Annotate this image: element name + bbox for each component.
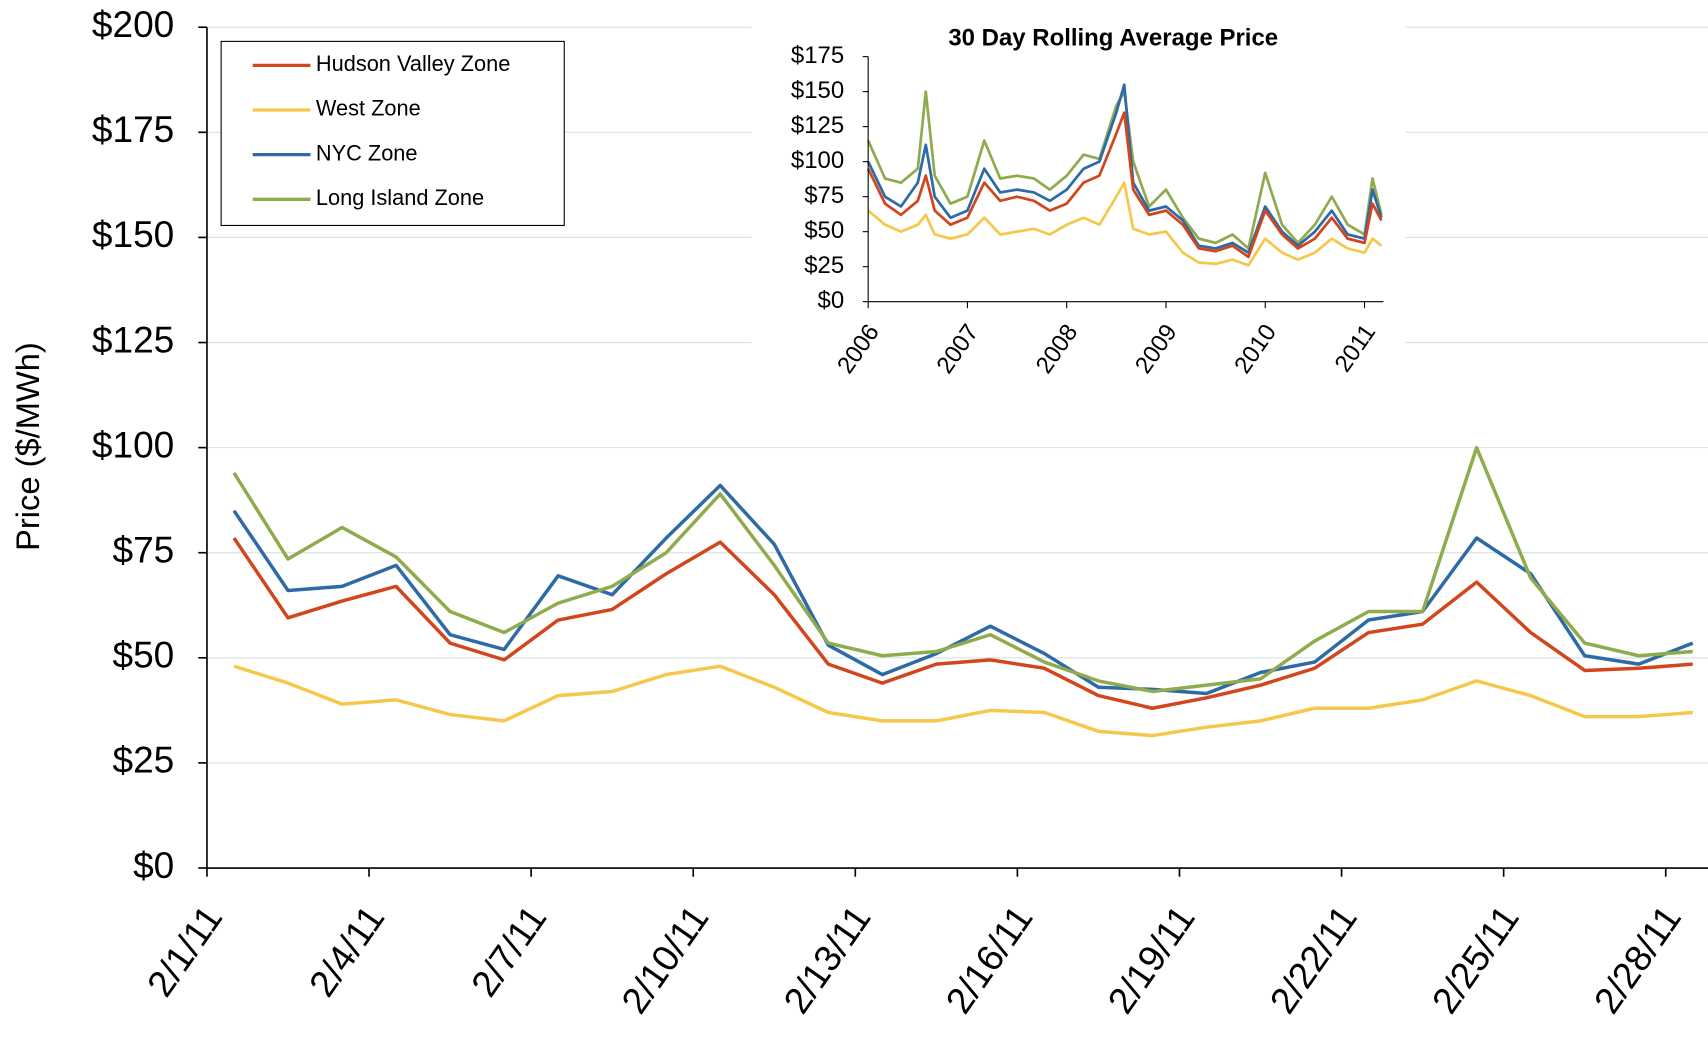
y-axis-label: Price ($/MWh) xyxy=(9,342,46,551)
series-line xyxy=(232,537,1693,710)
y-tick-label: $50 xyxy=(113,634,175,676)
x-tick-label: 2/10/11 xyxy=(613,898,717,1021)
y-tick-label: $150 xyxy=(791,77,844,104)
x-tick-label: 2/22/11 xyxy=(1261,898,1365,1021)
x-tick-label: 2/13/11 xyxy=(775,898,879,1021)
x-tick-label: 2/4/11 xyxy=(300,898,392,1004)
y-tick-label: $0 xyxy=(818,287,845,314)
legend-label: Hudson Valley Zone xyxy=(316,51,510,76)
y-tick-label: $75 xyxy=(804,182,844,209)
series-line xyxy=(232,445,1693,694)
series-line xyxy=(867,181,1383,267)
x-tick-label: 2/16/11 xyxy=(937,898,1041,1021)
legend-label: NYC Zone xyxy=(316,140,418,165)
y-tick-label: $75 xyxy=(113,529,175,571)
y-tick-label: $25 xyxy=(804,252,844,279)
y-tick-label: $100 xyxy=(791,147,844,174)
y-tick-label: $175 xyxy=(791,42,844,69)
y-tick-label: $200 xyxy=(92,3,174,45)
x-tick-label: 2/1/11 xyxy=(138,898,230,1004)
y-tick-label: $150 xyxy=(92,213,174,255)
x-tick-label: 2/25/11 xyxy=(1423,898,1527,1021)
legend-box xyxy=(220,40,565,226)
y-tick-label: $25 xyxy=(113,739,175,781)
y-tick-label: $175 xyxy=(92,108,174,150)
x-tick-label: 2/19/11 xyxy=(1099,898,1203,1021)
x-tick-label: 2/7/11 xyxy=(463,898,555,1004)
series-line xyxy=(233,664,1693,738)
inset-background xyxy=(751,13,1406,406)
y-tick-label: $100 xyxy=(92,423,174,465)
series-line xyxy=(232,483,1694,696)
y-tick-label: $125 xyxy=(791,112,844,139)
x-tick-label: 2/28/11 xyxy=(1585,898,1689,1021)
series-line xyxy=(866,111,1383,259)
y-tick-label: $0 xyxy=(133,844,174,886)
y-tick-label: $50 xyxy=(804,217,844,244)
legend-label: West Zone xyxy=(316,96,421,121)
legend-label: Long Island Zone xyxy=(316,185,484,210)
inset-title: 30 Day Rolling Average Price xyxy=(948,25,1278,52)
series-line xyxy=(866,83,1383,255)
y-tick-label: $125 xyxy=(92,318,174,360)
